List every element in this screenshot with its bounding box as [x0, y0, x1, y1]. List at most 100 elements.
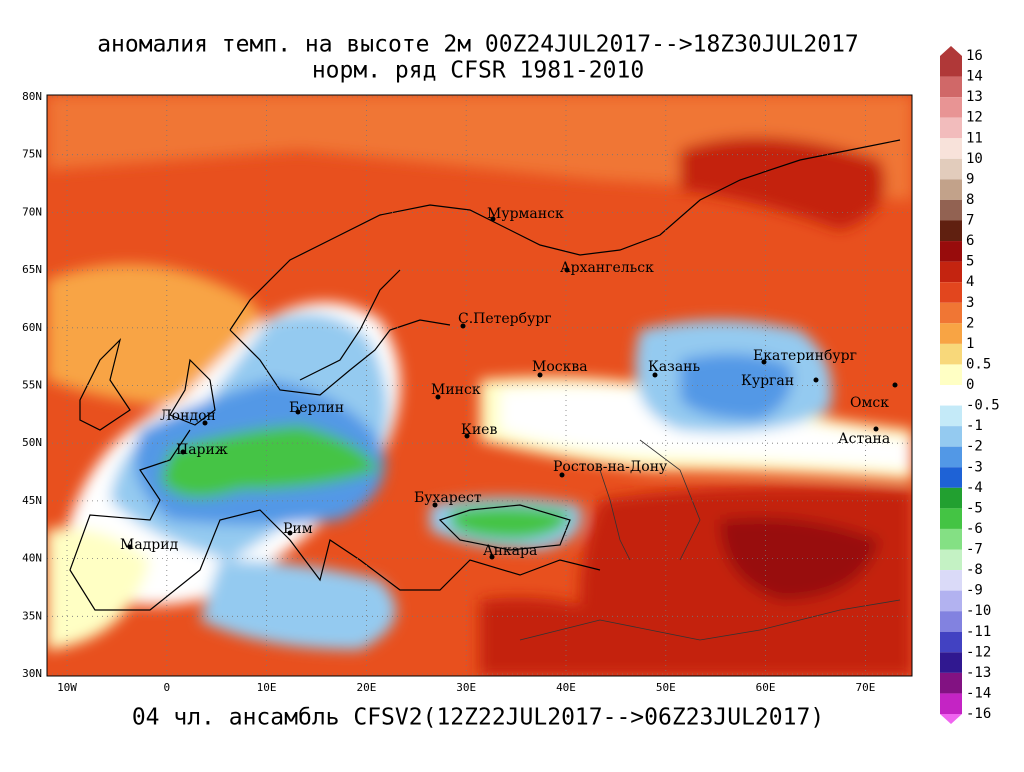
city-dot [537, 372, 543, 378]
axes: 80N 75N 70N 65N 60N 55N 50N 45N 40N 35N 30N 10W 0 10E… [22, 90, 875, 694]
city-label: Курган [741, 373, 794, 389]
title-line-1: аномалия темп. на высоте 2м 00Z24JUL2017… [97, 32, 859, 58]
lat-label: 55N [22, 379, 42, 392]
city-label: С.Петербург [458, 311, 552, 327]
colorbar-box [940, 241, 962, 262]
colorbar-box [940, 343, 962, 365]
colorbar-box [940, 590, 962, 612]
colorbar-label: -6 [966, 521, 983, 537]
lat-label: 50N [22, 436, 42, 449]
coastline [229, 139, 901, 331]
city-label: Париж [176, 442, 228, 458]
colorbar-box [940, 487, 962, 509]
colorbar-label: -4 [966, 480, 983, 496]
map-frame [46, 94, 913, 677]
colorbar-box [940, 467, 962, 488]
colorbar-box [940, 385, 962, 406]
colorbar-label: -9 [966, 583, 983, 599]
city-label: Архангельск [560, 260, 654, 276]
colorbar-label: 14 [966, 69, 983, 85]
colorbar-box [940, 364, 962, 385]
colorbar-label: -11 [966, 624, 991, 640]
city-dot [813, 377, 819, 383]
colorbar-box [940, 528, 962, 550]
coastline [69, 429, 601, 611]
anomaly-area [160, 425, 380, 498]
lon-label: 60E [756, 681, 776, 694]
lat-label: 40N [22, 552, 42, 565]
city-label: Мадрид [120, 537, 179, 553]
city-dot [652, 372, 658, 378]
colorbar-label: 7 [966, 213, 974, 229]
anomaly-area [680, 353, 792, 420]
city-label: Рим [283, 521, 313, 537]
lon-label: 40E [556, 681, 576, 694]
city-dot [489, 554, 495, 560]
lon-label: 0 [163, 681, 170, 694]
colorbar-label: -2 [966, 439, 983, 455]
anomaly-area [720, 517, 880, 600]
colorbar: 16 14 13 12 11 10 9 8 7 6 5 4 3 2 1 0.5 0 -0.5 -1 -2 -3 -4 -5 -… [940, 46, 1000, 724]
colorbar-label: 0 [966, 377, 974, 393]
lat-label: 60N [22, 321, 42, 334]
colorbar-label: 3 [966, 295, 974, 311]
colorbar-box [940, 570, 962, 591]
cities: Мурманск Архангельск С.Петербург Москва Каза… [120, 206, 898, 560]
colorbar-box [940, 323, 962, 344]
city-dot [490, 216, 496, 222]
city-label: Омск [850, 395, 889, 411]
colorbar-box [940, 446, 962, 468]
colorbar-label: 13 [966, 89, 983, 105]
colorbar-label: -1 [966, 418, 983, 434]
city-dot [564, 267, 570, 273]
lat-label: 70N [22, 205, 42, 218]
colorbar-label: -5 [966, 500, 983, 516]
colorbar-box [940, 652, 962, 673]
lon-label: 70E [855, 681, 875, 694]
city-label: Казань [648, 359, 700, 375]
colorbar-label: 11 [966, 130, 983, 146]
title-line-2: норм. ряд CFSR 1981-2010 [312, 58, 644, 84]
lon-label: 10W [57, 681, 77, 694]
anomaly-area [450, 505, 570, 540]
city-dot [873, 426, 879, 432]
city-dot [287, 530, 293, 536]
city-label: Бухарест [414, 490, 482, 506]
footer: 04 чл. ансамбль CFSV2(12Z22JUL2017-->06Z… [132, 705, 824, 731]
city-dot [127, 544, 133, 550]
colorbar-label: 6 [966, 233, 974, 249]
city-dot [432, 502, 438, 508]
lon-label: 10E [257, 681, 277, 694]
colorbar-label: -13 [966, 665, 991, 681]
city-label: Екатеринбург [753, 348, 857, 364]
anomaly-area [680, 137, 885, 230]
colorbar-box [940, 611, 962, 632]
grid [47, 95, 912, 676]
colorbar-label: 2 [966, 315, 974, 331]
colorbar-box [940, 56, 962, 77]
city-dot [180, 449, 186, 455]
colorbar-box [940, 426, 962, 447]
colorbar-box [940, 282, 962, 303]
city-dot [464, 433, 470, 439]
colorbar-box [940, 549, 962, 571]
colorbar-label: 4 [966, 274, 974, 290]
city-dot [460, 323, 466, 329]
lon-label: 50E [656, 681, 676, 694]
lon-label: 30E [456, 681, 476, 694]
city-dot [761, 359, 767, 365]
colorbar-box [940, 199, 962, 221]
colorbar-label: 10 [966, 151, 983, 167]
city-dot [435, 394, 441, 400]
colorbar-box [940, 631, 962, 653]
city-label: Киев [461, 422, 497, 438]
colorbar-label: -12 [966, 644, 991, 660]
city-label: Анкара [483, 543, 537, 559]
colorbar-label: -10 [966, 603, 991, 619]
colorbar-label: -7 [966, 542, 983, 558]
coastlines [69, 139, 901, 641]
city-label: Лондон [160, 408, 216, 424]
colorbar-label: -3 [966, 459, 983, 475]
city-label: Астана [838, 431, 890, 447]
